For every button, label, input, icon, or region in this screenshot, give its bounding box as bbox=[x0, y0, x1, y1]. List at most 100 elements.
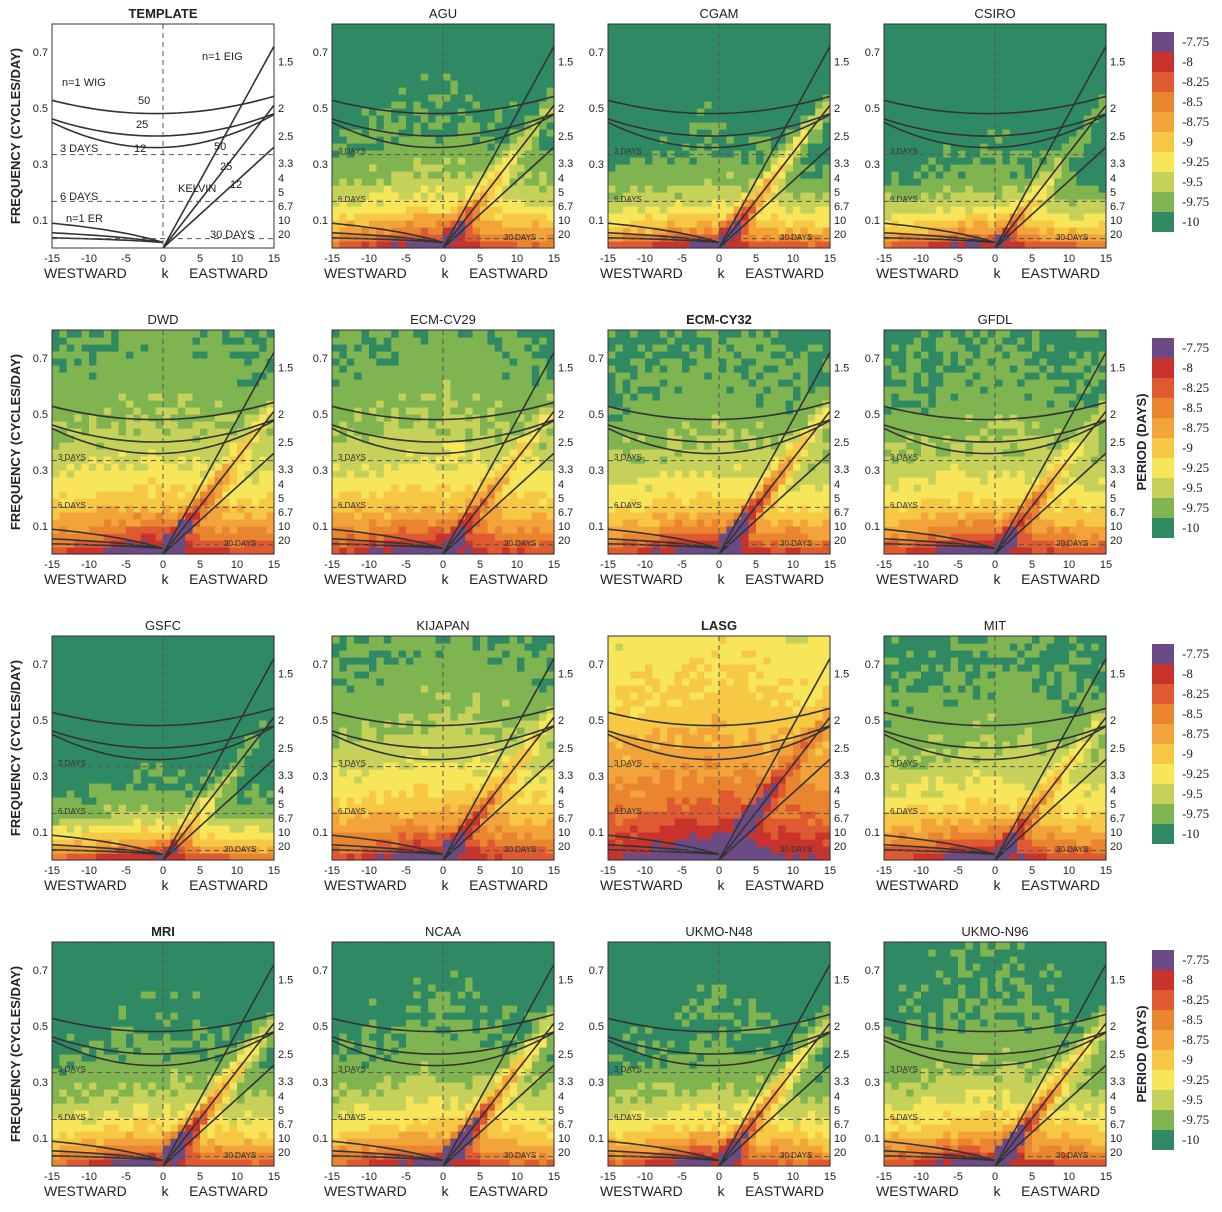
heatmap-cell bbox=[141, 519, 149, 527]
heatmap-cell bbox=[712, 206, 720, 214]
heatmap-cell bbox=[376, 358, 384, 366]
heatmap-cell bbox=[547, 185, 555, 193]
heatmap-cell bbox=[369, 213, 377, 221]
heatmap-cell bbox=[539, 491, 547, 499]
heatmap-cell bbox=[951, 213, 959, 221]
inline-30days: 30 DAYS bbox=[224, 539, 256, 548]
heatmap-cell bbox=[532, 393, 540, 401]
heatmap-cell bbox=[1017, 45, 1025, 53]
heatmap-cell bbox=[734, 115, 742, 123]
heatmap-cell bbox=[995, 185, 1003, 193]
heatmap-cell bbox=[532, 365, 540, 373]
heatmap-cell bbox=[384, 330, 392, 338]
heatmap-cell bbox=[391, 45, 399, 53]
heatmap-cell bbox=[524, 379, 532, 387]
heatmap-cell bbox=[339, 463, 347, 471]
heatmap-cell bbox=[995, 164, 1003, 172]
heatmap-cell bbox=[675, 199, 683, 207]
heatmap-cell bbox=[1084, 171, 1092, 179]
heatmap-cell bbox=[141, 484, 149, 492]
heatmap-cell bbox=[473, 59, 481, 67]
heatmap-cell bbox=[421, 24, 429, 32]
heatmap-cell bbox=[675, 115, 683, 123]
heatmap-cell bbox=[1062, 38, 1070, 46]
heatmap-cell bbox=[712, 164, 720, 172]
heatmap-cell bbox=[156, 414, 164, 422]
heatmap-cell bbox=[339, 372, 347, 380]
heatmap-cell bbox=[719, 136, 727, 144]
heatmap-cell bbox=[928, 115, 936, 123]
heatmap-cell bbox=[369, 101, 377, 109]
heatmap-cell bbox=[465, 365, 473, 373]
heatmap-cell bbox=[119, 365, 127, 373]
heatmap-cell bbox=[215, 463, 223, 471]
heatmap-cell bbox=[465, 372, 473, 380]
heatmap-cell bbox=[421, 379, 429, 387]
heatmap-cell bbox=[675, 171, 683, 179]
heatmap-cell bbox=[1062, 206, 1070, 214]
heatmap-cell bbox=[965, 59, 973, 67]
heatmap-cell bbox=[156, 512, 164, 520]
heatmap-cell bbox=[406, 24, 414, 32]
heatmap-cell bbox=[89, 365, 97, 373]
heatmap-cell bbox=[376, 337, 384, 345]
heatmap-cell bbox=[615, 164, 623, 172]
heatmap-cell bbox=[237, 351, 245, 359]
heatmap-cell bbox=[185, 533, 193, 541]
heatmap-cell bbox=[399, 87, 407, 95]
heatmap-cell bbox=[259, 449, 267, 457]
heatmap-cell bbox=[645, 45, 653, 53]
heatmap-cell bbox=[1039, 45, 1047, 53]
heatmap-cell bbox=[712, 122, 720, 130]
heatmap-cell bbox=[749, 59, 757, 67]
heatmap-cell bbox=[682, 206, 690, 214]
heatmap-cell bbox=[185, 540, 193, 548]
heatmap-cell bbox=[436, 178, 444, 186]
heatmap-cell bbox=[652, 38, 660, 46]
heatmap-cell bbox=[399, 178, 407, 186]
heatmap-cell bbox=[638, 164, 646, 172]
heatmap-cell bbox=[1099, 73, 1107, 81]
heatmap-cell bbox=[354, 547, 362, 555]
heatmap-cell bbox=[354, 330, 362, 338]
heatmap-cell bbox=[1069, 241, 1077, 249]
heatmap-cell bbox=[524, 512, 532, 520]
heatmap-cell bbox=[906, 178, 914, 186]
heatmap-cell bbox=[815, 185, 823, 193]
heatmap-cell bbox=[421, 533, 429, 541]
heatmap-cell bbox=[726, 101, 734, 109]
heatmap-cell bbox=[178, 456, 186, 464]
heatmap-cell bbox=[667, 73, 675, 81]
heatmap-cell bbox=[148, 442, 156, 450]
heatmap-cell bbox=[473, 171, 481, 179]
heatmap-cell bbox=[719, 87, 727, 95]
heatmap-cell bbox=[67, 379, 75, 387]
x-label-eastward: EASTWARD bbox=[745, 265, 824, 281]
heatmap-cell bbox=[473, 379, 481, 387]
heatmap-cell bbox=[502, 59, 510, 67]
heatmap-cell bbox=[928, 24, 936, 32]
heatmap-cell bbox=[443, 358, 451, 366]
heatmap-cell bbox=[808, 171, 816, 179]
heatmap-cell bbox=[347, 379, 355, 387]
heatmap-cell bbox=[207, 393, 215, 401]
heatmap-cell bbox=[1084, 143, 1092, 151]
heatmap-cell bbox=[59, 393, 67, 401]
heatmap-cell bbox=[207, 344, 215, 352]
heatmap-cell bbox=[823, 31, 831, 39]
heatmap-cell bbox=[413, 337, 421, 345]
heatmap-cell bbox=[1076, 157, 1084, 165]
heatmap-cell bbox=[539, 358, 547, 366]
heatmap-cell bbox=[52, 414, 60, 422]
heatmap-cell bbox=[936, 157, 944, 165]
heatmap-cell bbox=[793, 185, 801, 193]
heatmap-cell bbox=[667, 185, 675, 193]
heatmap-cell bbox=[413, 358, 421, 366]
heatmap-cell bbox=[1039, 241, 1047, 249]
heatmap-cell bbox=[384, 400, 392, 408]
heatmap-cell bbox=[510, 213, 518, 221]
heatmap-cell bbox=[354, 164, 362, 172]
heatmap-cell bbox=[741, 164, 749, 172]
heatmap-cell bbox=[906, 66, 914, 74]
heatmap-cell bbox=[675, 31, 683, 39]
